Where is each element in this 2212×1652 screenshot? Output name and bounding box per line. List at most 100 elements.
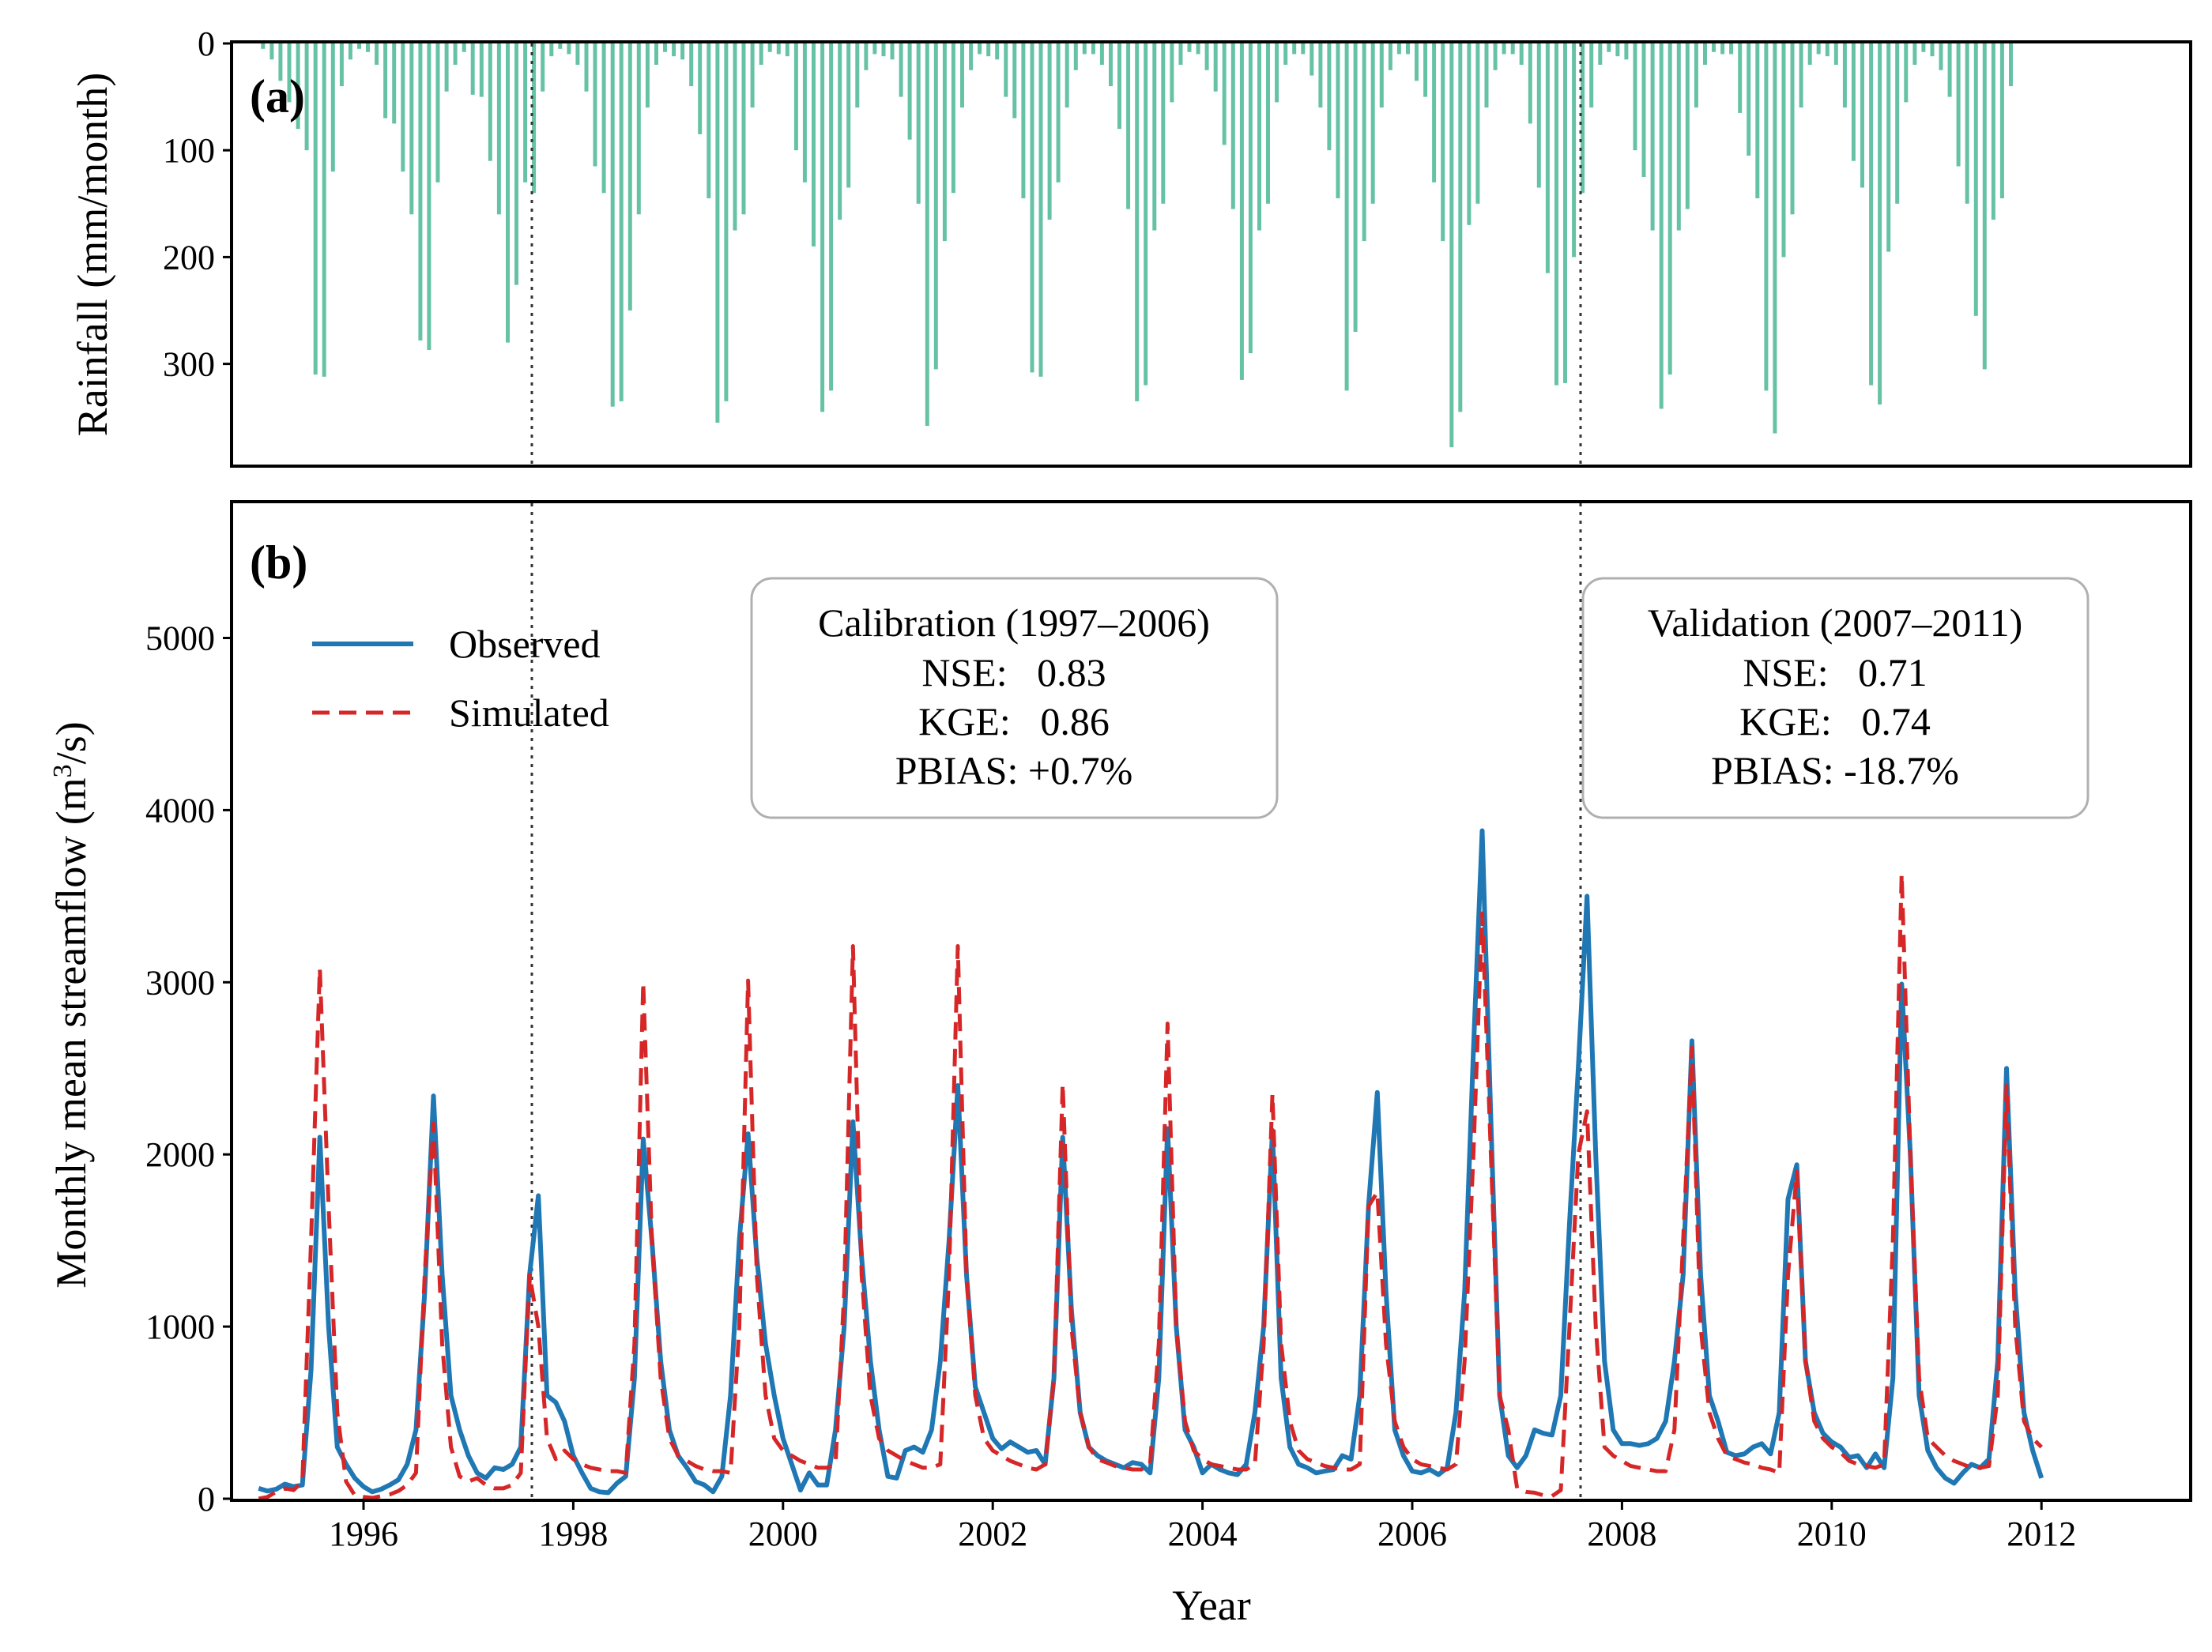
rainfall-bar: [689, 43, 694, 87]
rainfall-bar: [1860, 43, 1864, 188]
validation-kge: KGE: 0.74: [1739, 699, 1931, 743]
rainfall-bar: [1318, 43, 1323, 108]
rainfall-bar: [1021, 43, 1026, 198]
rainfall-bar: [479, 43, 484, 97]
rainfall-bar: [313, 43, 318, 375]
y-label-tail: /s): [47, 721, 95, 764]
observed-series-line: [258, 828, 2044, 1496]
rainfall-bar: [1073, 43, 1078, 70]
rainfall-bar: [1012, 43, 1017, 119]
rainfall-bar: [1536, 43, 1541, 188]
rainfall-bar: [1615, 43, 1620, 57]
rainfall-bar: [1624, 43, 1629, 60]
rainfall-bar: [330, 43, 335, 172]
rainfall-bar: [1257, 43, 1261, 231]
rainfall-bar: [1406, 43, 1410, 55]
rainfall-bar: [348, 43, 352, 60]
rainfall-bar: [2009, 43, 2013, 87]
rainfall-bar: [1327, 43, 1332, 151]
rainfall-bar: [453, 43, 458, 65]
rainfall-bar: [872, 43, 877, 55]
rainfall-bar: [1807, 43, 1812, 65]
rainfall-bar: [558, 43, 563, 49]
rainfall-bar: [1292, 43, 1297, 55]
panel-b-y-tick-label: 0: [198, 1480, 215, 1518]
rainfall-bar: [287, 43, 292, 103]
rainfall-bar: [1886, 43, 1891, 252]
rainfall-bar: [418, 43, 423, 341]
rainfall-bar: [733, 43, 737, 231]
legend-simulated-label: Simulated: [449, 691, 609, 735]
rainfall-bar: [1135, 43, 1140, 401]
rainfall-bar: [1676, 43, 1681, 231]
rainfall-bar: [339, 43, 344, 87]
rainfall-bar: [1467, 43, 1472, 225]
rainfall-bar: [1336, 43, 1340, 198]
rainfall-bar: [978, 43, 982, 55]
rainfall-bar: [890, 43, 895, 60]
rainfall-bar: [1493, 43, 1498, 70]
rainfall-bar: [470, 43, 475, 95]
rainfall-bar: [1912, 43, 1917, 65]
rainfall-bar: [1685, 43, 1690, 209]
rainfall-bar: [698, 43, 703, 134]
rainfall-bar: [1109, 43, 1113, 87]
rainfall-bar: [1161, 43, 1166, 204]
rainfall-bar: [1904, 43, 1909, 103]
panel-a-y-tick-label: 0: [198, 24, 215, 63]
rainfall-bar: [881, 43, 886, 57]
rainfall-bar: [1878, 43, 1882, 405]
rainfall-bar: [1930, 43, 1935, 57]
rainfall-bar: [496, 43, 501, 215]
rainfall-bar: [1790, 43, 1795, 215]
rainfall-bar: [269, 43, 274, 60]
rainfall-bar: [1239, 43, 1244, 380]
rainfall-bar: [1502, 43, 1506, 55]
rainfall-bar: [506, 43, 510, 343]
rainfall-bar: [820, 43, 825, 412]
rainfall-bar: [1152, 43, 1157, 231]
rainfall-bar: [1773, 43, 1777, 434]
rainfall-bar: [1598, 43, 1603, 65]
rainfall-bar: [1432, 43, 1437, 183]
validation-title: Validation (2007–2011): [1648, 600, 2022, 645]
rainfall-bar: [1362, 43, 1366, 242]
rainfall-bar: [1607, 43, 1611, 52]
rainfall-bar: [304, 43, 309, 151]
panel-b-x-tick-label: 2002: [958, 1515, 1027, 1553]
rainfall-bar: [1956, 43, 1961, 167]
panel-a-y-ticks: 0 100 200 300: [163, 24, 232, 384]
rainfall-bar: [707, 43, 711, 198]
panel-b-ticks: 0 1000 2000 3000 4000 5000 1996 1998 2000 2002 200…: [145, 619, 2076, 1554]
validation-box-frame: [1581, 577, 2090, 819]
rainfall-bar: [759, 43, 763, 65]
panel-a-y-tick-label: 100: [163, 131, 215, 170]
panel-b-x-tick-label: 2004: [1168, 1515, 1238, 1553]
rainfall-bar: [1004, 43, 1008, 97]
rainfall-bar: [715, 43, 720, 423]
rainfall-bar: [916, 43, 921, 204]
rainfall-bar: [969, 43, 974, 70]
rainfall-bar: [444, 43, 449, 92]
rainfall-bar: [1091, 43, 1095, 55]
rainfall-bar: [1283, 43, 1288, 65]
rainfall-bar: [1275, 43, 1279, 103]
rainfall-bar: [409, 43, 414, 215]
panel-b-frame: [230, 500, 2192, 1502]
rainfall-bar: [1712, 43, 1716, 52]
rainfall-bar: [1581, 43, 1585, 194]
legend: Observed Simulated: [312, 622, 609, 735]
panel-b-y-tick-label: 2000: [145, 1135, 215, 1174]
rainfall-bar: [567, 43, 571, 55]
rainfall-bar: [261, 43, 266, 49]
rainfall-bar: [1921, 43, 1926, 52]
rainfall-bar: [383, 43, 388, 119]
rainfall-bar: [1082, 43, 1087, 55]
rainfall-bar: [514, 43, 518, 285]
calibration-pbias: PBIAS: +0.7%: [895, 748, 1132, 792]
validation-nse: NSE: 0.71: [1743, 650, 1927, 694]
rainfall-bar: [1869, 43, 1874, 386]
rainfall-bar: [322, 43, 326, 377]
rainfall-bar: [375, 43, 379, 65]
panel-b-y-axis-label: Monthly mean streamflow (m3/s): [47, 721, 95, 1288]
